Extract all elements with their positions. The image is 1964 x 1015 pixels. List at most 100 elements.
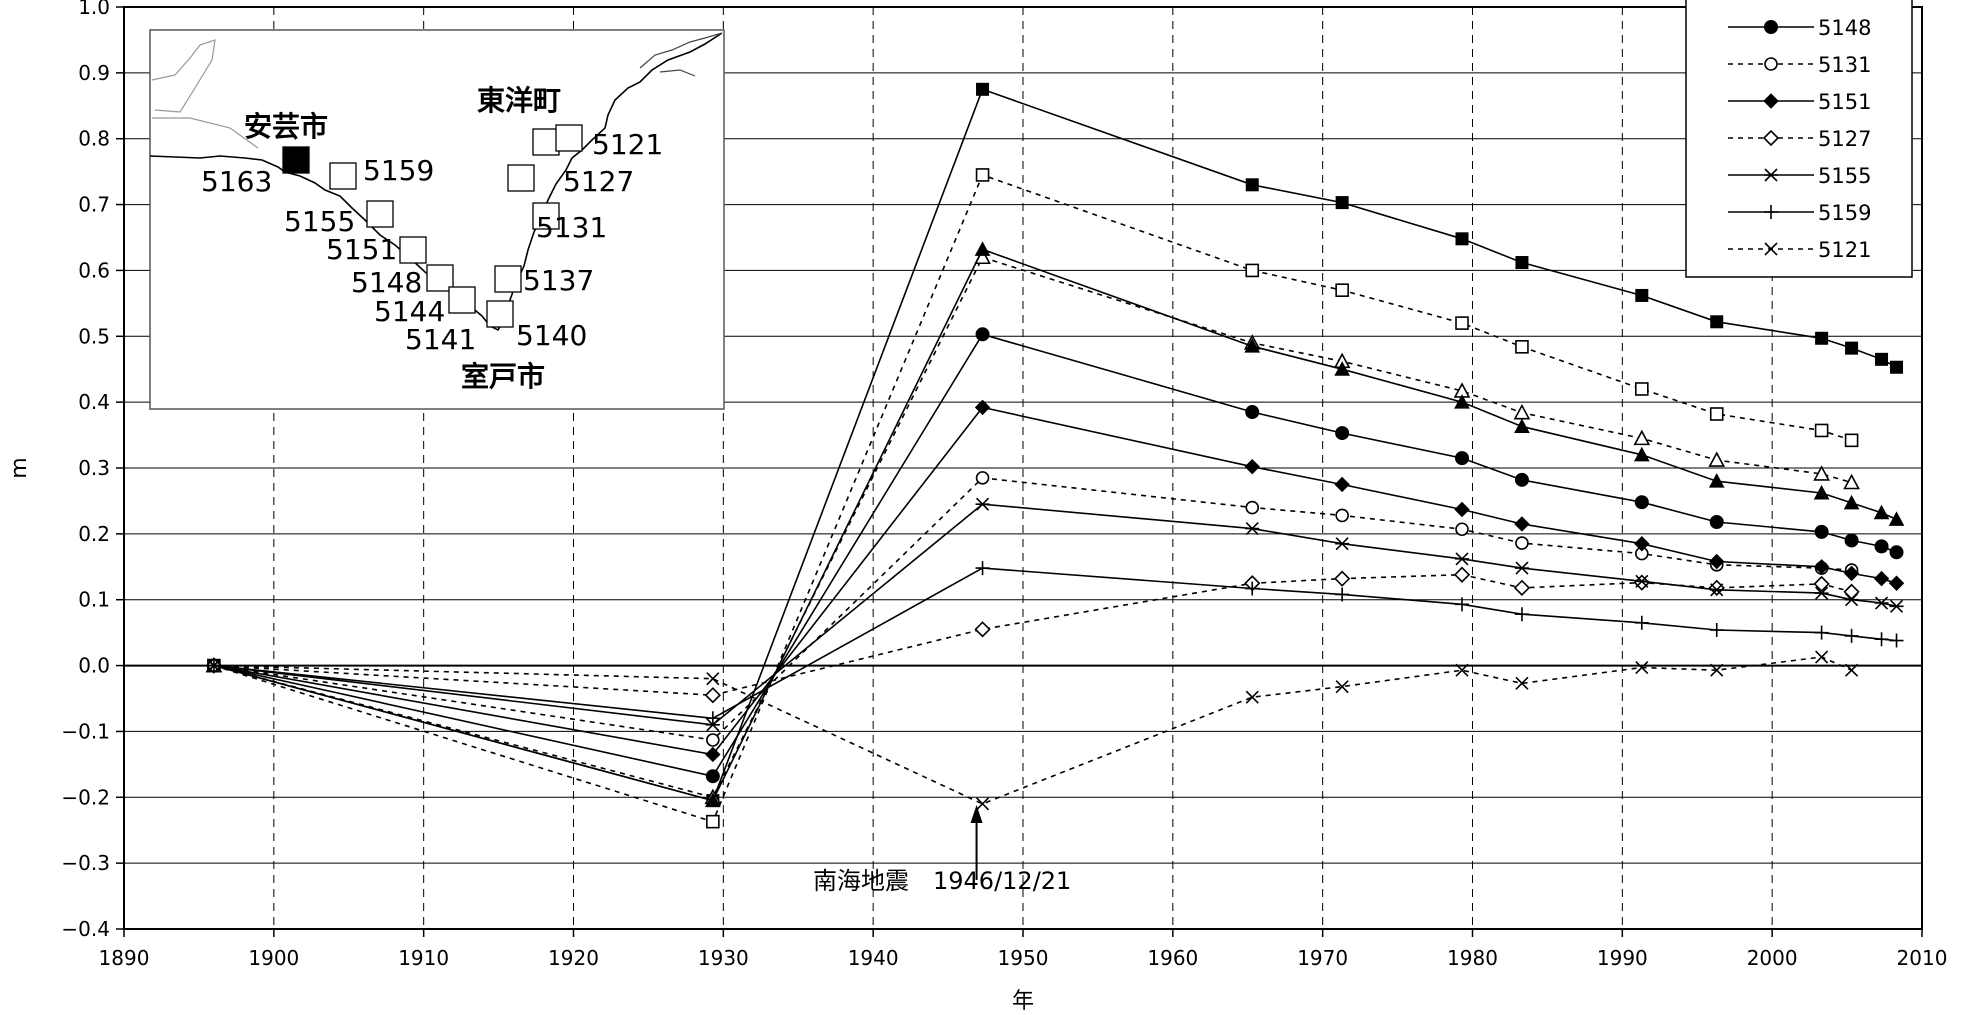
data-point [1814,524,1829,539]
data-point [1843,565,1860,582]
station-label: 5144 [374,295,445,328]
data-point [976,82,990,96]
data-point [1874,596,1889,610]
series-line [213,477,1852,741]
map-river-line [152,117,259,149]
data-point [1455,451,1470,466]
data-point [1245,690,1259,704]
series-5155 [206,497,1904,732]
data-point [1889,599,1904,613]
data-point [1708,579,1725,596]
data-point [705,746,721,763]
data-point [704,687,721,704]
legend-label: 5151 [1818,90,1871,114]
data-point [974,241,991,256]
data-point [1710,663,1724,677]
station-label: 5121 [592,128,663,161]
series-5141 [207,168,1859,829]
station-marker [486,300,514,328]
data-point [1889,633,1904,648]
data-point [1815,650,1829,664]
y-tick-label: 0.0 [78,654,110,678]
data-point [705,711,720,726]
data-point [1709,407,1724,421]
legend-item: 5159 [1728,201,1871,225]
annotation-label: 南海地震 1946/12/21 [813,867,1071,895]
data-point [1513,403,1531,420]
y-axis-title: m [7,457,32,478]
data-point [1762,129,1780,147]
x-tick-label: 2010 [1897,946,1948,970]
data-point [1245,581,1260,596]
city-label-muroto: 室戸市 [461,360,545,393]
data-point [975,168,990,182]
legend-item: 5148 [1728,16,1871,40]
data-point [706,814,720,829]
data-point [975,561,990,576]
x-tick-label: 1900 [248,946,299,970]
data-point [1710,315,1724,329]
city-label-toyo: 東洋町 [477,84,561,117]
data-point [1844,533,1859,548]
data-point [1455,552,1470,566]
series-line [213,573,1852,697]
data-point [1335,680,1349,694]
data-point [1455,597,1470,612]
series-5121 [207,650,1859,811]
y-tick-label: 1.0 [78,0,110,19]
data-point [1334,476,1350,493]
station-marker [329,162,357,190]
legend-item: 5127 [1728,127,1871,151]
station-label: 5148 [351,266,422,299]
data-point [1845,341,1859,355]
data-point [1455,316,1469,330]
x-tick-label: 1910 [398,946,449,970]
data-point [1845,663,1859,677]
y-tick-label: −0.3 [61,851,110,875]
data-point [975,797,990,811]
station-label: 5131 [536,211,607,244]
y-tick-label: 0.8 [78,127,110,151]
data-point [1813,559,1830,575]
legend-label: 5159 [1818,201,1871,225]
data-point [1813,575,1830,593]
data-point [1844,593,1859,607]
data-point [1514,516,1530,532]
station-label: 5137 [523,264,594,297]
data-point [1813,484,1830,500]
data-point [1764,168,1778,182]
data-point [705,769,720,784]
data-point [1245,263,1260,278]
data-point [1889,545,1904,560]
y-tick-label: 0.3 [78,456,110,480]
data-point [1888,511,1905,526]
x-tick-label: 1920 [548,946,599,970]
data-point [1814,625,1829,640]
legend-item: 5131 [1728,53,1871,77]
data-point [1245,405,1260,420]
data-point [1633,429,1651,446]
data-point [975,471,990,485]
data-point [1635,288,1649,302]
x-tick-label: 2000 [1747,946,1798,970]
data-point [1843,473,1860,490]
data-point [1764,57,1778,71]
legend-item: 5121 [1728,238,1871,262]
station-label: 5159 [363,154,434,187]
map-coastline-east [639,32,723,77]
data-point [705,792,721,808]
data-point [1454,501,1470,518]
data-point [1874,632,1889,647]
legend-label: 5121 [1818,238,1871,262]
data-point [1814,423,1829,438]
city-label-aki: 安芸市 [244,110,328,143]
data-point [1335,537,1350,551]
series-5131 [207,471,1859,747]
legend-item: 5144 [1818,0,1871,3]
station-marker [494,265,522,293]
data-point [1875,352,1889,366]
station-marker [399,236,427,264]
legend-item: 5155 [1728,164,1871,188]
data-point [1334,361,1350,376]
